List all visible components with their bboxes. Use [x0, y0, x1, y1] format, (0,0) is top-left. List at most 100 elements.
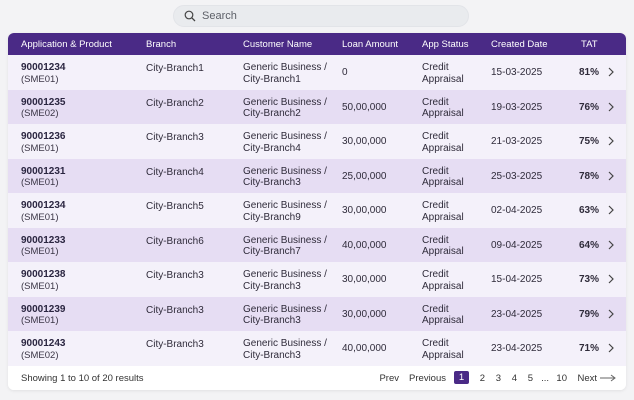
chevron-right-icon[interactable] — [607, 135, 615, 147]
status-line2: Appraisal — [422, 211, 464, 223]
chevron-right-icon[interactable] — [607, 239, 615, 251]
status-line1: Credit — [422, 200, 449, 211]
created-date-cell: 09-04-2025 — [491, 239, 543, 251]
customer-cell: Generic Business / City-Branch3 — [243, 304, 327, 327]
application-number[interactable]: 90001234 — [21, 62, 66, 73]
application-number[interactable]: 90001236 — [21, 131, 66, 142]
header-customer-name[interactable]: Customer Name — [243, 39, 313, 50]
search-bar[interactable] — [173, 5, 469, 27]
table-row[interactable]: 90001236 (SME01) City-Branch3 Generic Busin… — [8, 124, 626, 159]
customer-name-line1: Generic Business / — [243, 165, 327, 177]
table-row[interactable]: 90001231 (SME01) City-Branch4 Generic Busin… — [8, 158, 626, 193]
product-code: (SME01) — [21, 280, 59, 292]
page-1-button[interactable]: 1 — [454, 371, 469, 384]
customer-name-line1: Generic Business / — [243, 269, 327, 280]
loan-amount-cell: 0 — [342, 67, 348, 78]
tat-cell: 76% — [579, 101, 600, 113]
page-4-button[interactable]: 4 — [511, 373, 517, 384]
application-number[interactable]: 90001234 — [21, 200, 66, 211]
customer-name-line2: City-Branch7 — [243, 246, 301, 257]
application-cell[interactable]: 90001231 (SME01) — [21, 166, 66, 189]
customer-name-line1: Generic Business / — [243, 200, 327, 211]
application-cell[interactable]: 90001243 (SME02) — [21, 338, 66, 361]
app-status-cell: Credit Appraisal — [422, 131, 464, 154]
prev-button[interactable]: Prev — [379, 373, 399, 384]
branch-cell: City-Branch4 — [146, 166, 204, 178]
previous-button[interactable]: Previous — [409, 373, 446, 384]
application-number[interactable]: 90001243 — [21, 338, 66, 349]
product-code: (SME01) — [21, 177, 59, 188]
applications-table: Application & Product Branch Customer Na… — [8, 33, 626, 390]
customer-cell: Generic Business / City-Branch3 — [243, 269, 327, 292]
application-cell[interactable]: 90001235 (SME02) — [21, 97, 66, 120]
tat-cell: 79% — [579, 308, 600, 320]
status-line2: Appraisal — [422, 280, 464, 292]
application-cell[interactable]: 90001236 (SME01) — [21, 131, 66, 154]
page-5-button[interactable]: 5 — [527, 373, 533, 384]
page-ellipsis: ... — [541, 373, 549, 384]
status-line2: Appraisal — [422, 108, 464, 119]
created-date-cell: 15-04-2025 — [491, 274, 543, 285]
app-status-cell: Credit Appraisal — [422, 235, 464, 258]
app-status-cell: Credit Appraisal — [422, 338, 464, 361]
chevron-right-icon[interactable] — [607, 308, 615, 320]
header-tat[interactable]: TAT — [581, 39, 598, 50]
table-row[interactable]: 90001234 (SME01) City-Branch5 Generic Busin… — [8, 193, 626, 228]
customer-name-line2: City-Branch3 — [243, 280, 301, 292]
header-app-status[interactable]: App Status — [422, 39, 469, 50]
table-row[interactable]: 90001233 (SME01) City-Branch6 Generic Busin… — [8, 227, 626, 262]
application-cell[interactable]: 90001234 (SME01) — [21, 62, 66, 85]
chevron-right-icon[interactable] — [607, 273, 615, 285]
loan-amount-cell: 40,00,000 — [342, 239, 387, 251]
branch-cell: City-Branch3 — [146, 132, 204, 143]
next-button[interactable]: Next — [577, 373, 597, 384]
application-number[interactable]: 90001233 — [21, 234, 66, 246]
application-number[interactable]: 90001239 — [21, 303, 66, 315]
pagination-footer: Showing 1 to 10 of 20 results Prev Previ… — [8, 366, 626, 390]
table-row[interactable]: 90001239 (SME01) City-Branch3 Generic Busin… — [8, 296, 626, 331]
application-number[interactable]: 90001238 — [21, 269, 66, 280]
tat-cell: 78% — [579, 170, 600, 182]
customer-name-line1: Generic Business / — [243, 96, 327, 108]
tat-cell: 73% — [579, 274, 600, 285]
header-application-product[interactable]: Application & Product — [21, 39, 112, 50]
customer-cell: Generic Business / City-Branch1 — [243, 62, 327, 85]
customer-name-line2: City-Branch3 — [243, 177, 301, 188]
application-cell[interactable]: 90001234 (SME01) — [21, 200, 66, 223]
loan-amount-cell: 30,00,000 — [342, 308, 387, 320]
page-10-button[interactable]: 10 — [556, 373, 567, 384]
chevron-right-icon[interactable] — [607, 101, 615, 113]
table-row[interactable]: 90001234 (SME01) City-Branch1 Generic Busin… — [8, 55, 626, 90]
status-line2: Appraisal — [422, 315, 464, 326]
app-status-cell: Credit Appraisal — [422, 97, 464, 120]
status-line1: Credit — [422, 303, 449, 315]
chevron-right-icon[interactable] — [607, 170, 615, 182]
table-row[interactable]: 90001235 (SME02) City-Branch2 Generic Busin… — [8, 89, 626, 124]
loan-amount-cell: 50,00,000 — [342, 101, 387, 113]
application-number[interactable]: 90001231 — [21, 165, 66, 177]
page-2-button[interactable]: 2 — [479, 373, 485, 384]
chevron-right-icon[interactable] — [607, 66, 615, 78]
branch-cell: City-Branch3 — [146, 304, 204, 316]
header-branch[interactable]: Branch — [146, 39, 177, 50]
application-cell[interactable]: 90001239 (SME01) — [21, 304, 66, 327]
branch-cell: City-Branch6 — [146, 235, 204, 247]
chevron-right-icon[interactable] — [607, 342, 615, 354]
customer-cell: Generic Business / City-Branch4 — [243, 131, 327, 154]
chevron-right-icon[interactable] — [607, 204, 615, 216]
app-status-cell: Credit Appraisal — [422, 304, 464, 327]
search-input[interactable] — [202, 10, 452, 22]
table-row[interactable]: 90001243 (SME02) City-Branch3 Generic Busin… — [8, 331, 626, 366]
arrow-right-icon[interactable] — [600, 374, 616, 382]
page-3-button[interactable]: 3 — [495, 373, 501, 384]
customer-cell: Generic Business / City-Branch3 — [243, 338, 327, 361]
status-line1: Credit — [422, 96, 449, 108]
application-cell[interactable]: 90001238 (SME01) — [21, 269, 66, 292]
application-cell[interactable]: 90001233 (SME01) — [21, 235, 66, 258]
product-code: (SME01) — [21, 246, 59, 257]
table-row[interactable]: 90001238 (SME01) City-Branch3 Generic Busin… — [8, 262, 626, 297]
application-number[interactable]: 90001235 — [21, 96, 66, 108]
header-created-date[interactable]: Created Date — [491, 39, 548, 50]
header-loan-amount[interactable]: Loan Amount — [342, 39, 398, 50]
created-date-cell: 21-03-2025 — [491, 136, 543, 147]
